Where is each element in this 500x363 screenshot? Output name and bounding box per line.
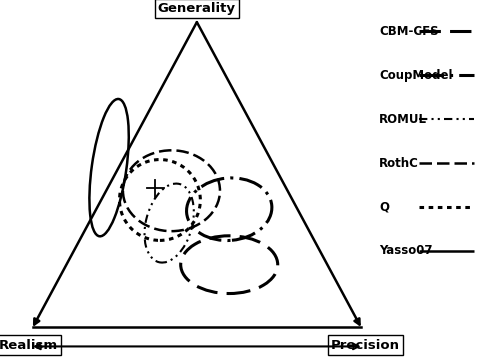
Text: RothC: RothC (380, 156, 419, 170)
Text: Precision: Precision (331, 339, 400, 352)
Text: Q: Q (380, 200, 390, 213)
Text: Generality: Generality (158, 2, 236, 15)
Text: Yasso07: Yasso07 (380, 244, 433, 257)
Text: CBM-CFS: CBM-CFS (380, 25, 439, 38)
Text: Realism: Realism (0, 339, 58, 352)
Text: ROMUL: ROMUL (380, 113, 428, 126)
Text: CoupModel: CoupModel (380, 69, 453, 82)
